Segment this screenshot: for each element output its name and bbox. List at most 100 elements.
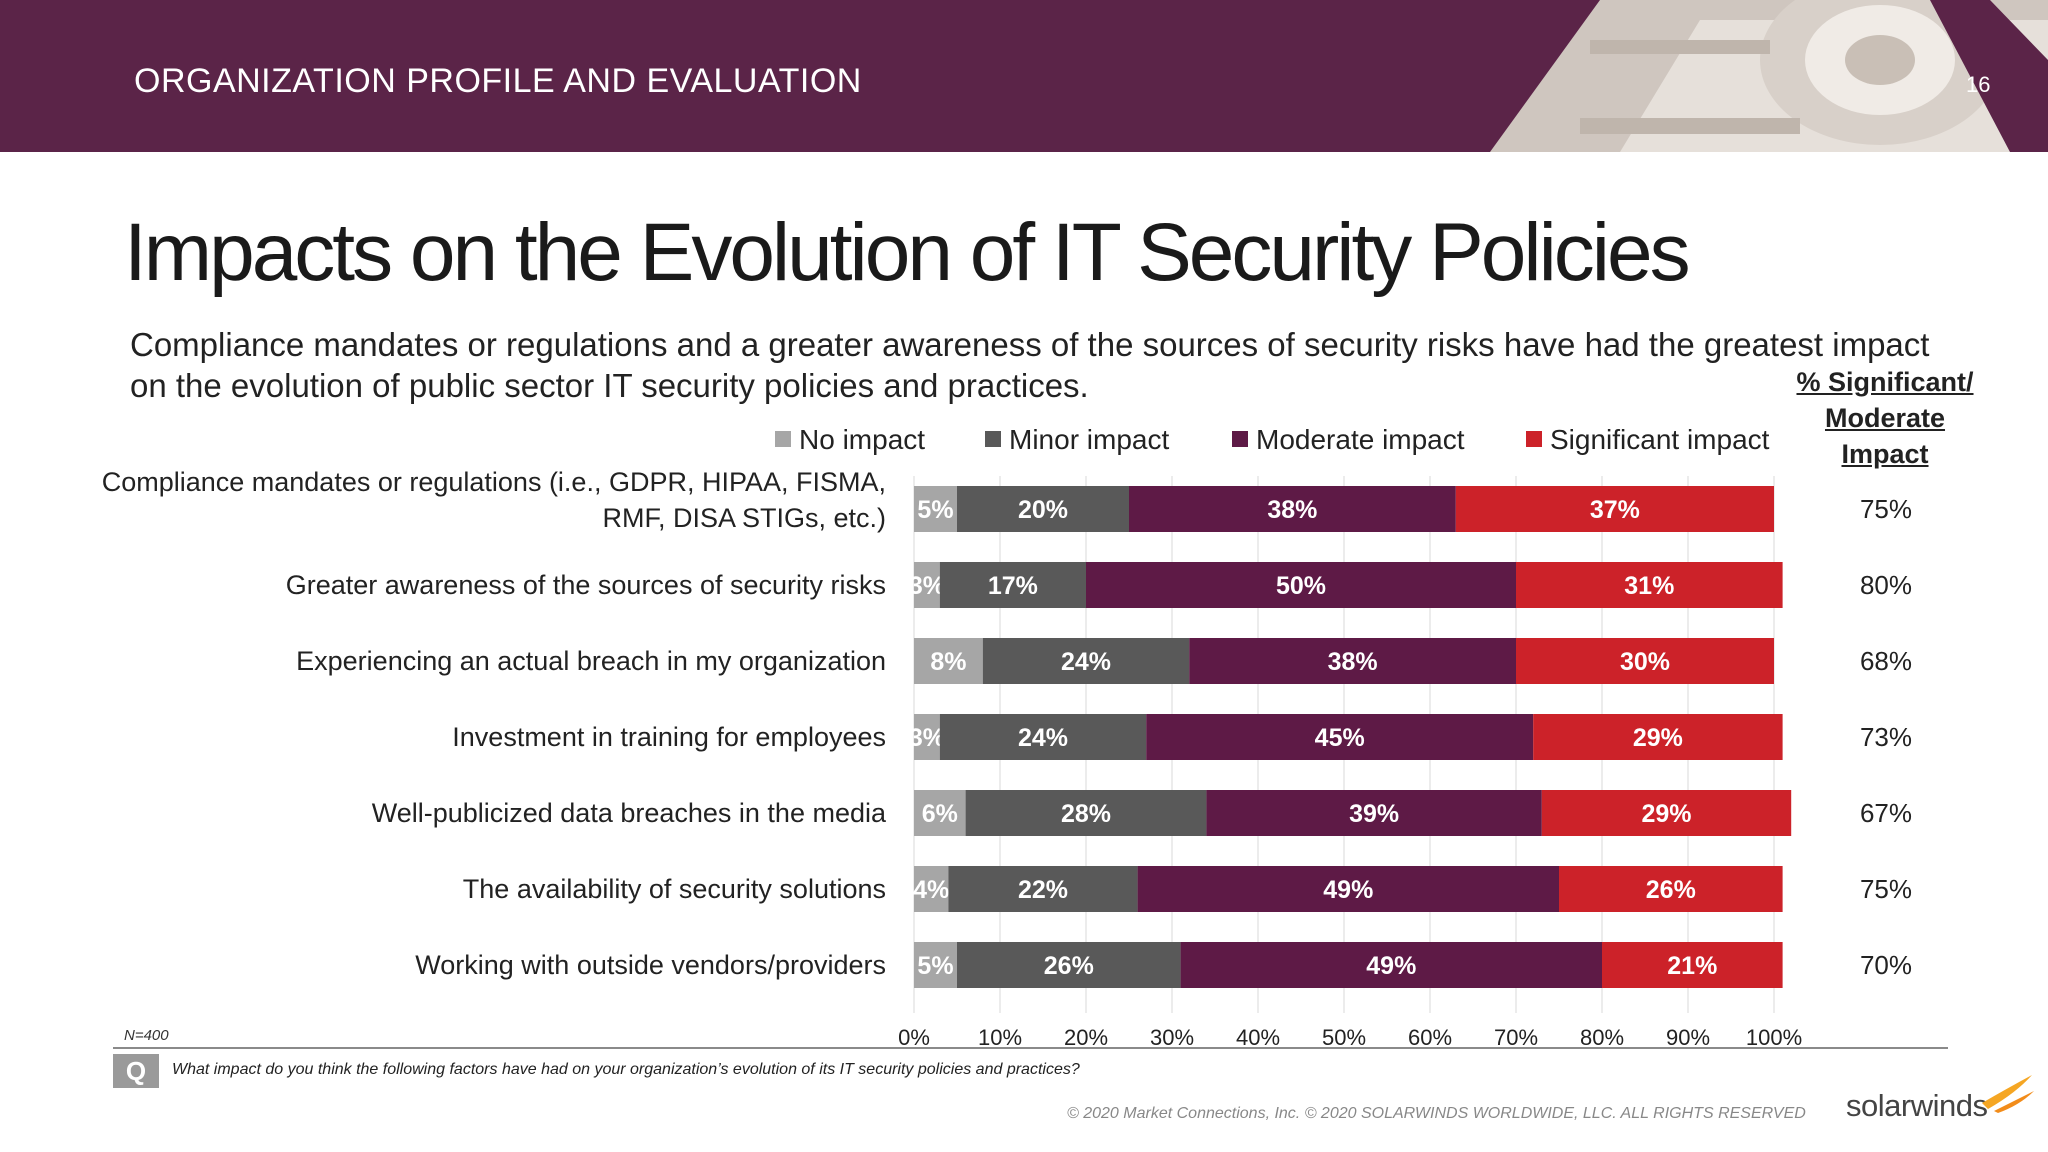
subtitle: Compliance mandates or regulations and a…: [130, 326, 1930, 404]
significant-moderate-value: 75%: [1860, 494, 1912, 524]
footer-divider: [113, 1047, 1948, 1049]
bar-value-label: 20%: [1018, 496, 1068, 524]
bar-value-label: 26%: [1044, 952, 1094, 980]
bar-segment: [914, 638, 983, 684]
bar-segment: [1086, 562, 1516, 608]
solarwinds-logo: solarwinds: [1846, 1088, 1988, 1123]
solarwinds-logo-icon: [1982, 1075, 2034, 1113]
legend-label: Moderate impact: [1256, 424, 1465, 455]
bar-value-label: 21%: [1667, 952, 1717, 980]
bar-value-label: 31%: [1624, 572, 1674, 600]
bar-value-label: 3%: [909, 572, 945, 600]
bar-segment: [1455, 486, 1774, 532]
x-tick-label: 70%: [1494, 1025, 1538, 1050]
x-tick-label: 0%: [898, 1025, 930, 1050]
bar-value-label: 29%: [1641, 800, 1691, 828]
bar-segment: [914, 486, 957, 532]
x-tick-label: 10%: [978, 1025, 1022, 1050]
legend-item-minor-impact: Minor impact: [985, 424, 1169, 456]
legend-item-significant-impact: Significant impact: [1526, 424, 1769, 456]
bar-value-label: 24%: [1018, 724, 1068, 752]
question-icon: Q: [113, 1054, 159, 1088]
category-label: Well-publicized data breaches in the med…: [372, 798, 887, 828]
bar-segment: [965, 790, 1207, 836]
category-label-line: RMF, DISA STIGs, etc.): [602, 503, 886, 533]
section-title: ORGANIZATION PROFILE AND EVALUATION: [134, 62, 862, 100]
bar-segment: [1533, 714, 1783, 760]
header-line: % Significant/: [1796, 367, 1974, 397]
category-label-line: Compliance mandates or regulations (i.e.…: [102, 467, 886, 497]
x-tick-label: 100%: [1746, 1025, 1802, 1050]
survey-question: What impact do you think the following f…: [172, 1061, 1080, 1078]
bar-value-label: 29%: [1633, 724, 1683, 752]
category-label: Greater awareness of the sources of secu…: [286, 570, 886, 600]
x-tick-label: 20%: [1064, 1025, 1108, 1050]
bar-segment: [1137, 866, 1559, 912]
x-tick-label: 60%: [1408, 1025, 1452, 1050]
bar-segment: [1516, 638, 1774, 684]
column-capital-image: [1490, 0, 2048, 152]
sample-size-note: N=400: [124, 1027, 169, 1044]
x-tick-label: 80%: [1580, 1025, 1624, 1050]
significant-moderate-value: 80%: [1860, 570, 1912, 600]
bar-value-label: 3%: [909, 724, 945, 752]
header-bar: ORGANIZATION PROFILE AND EVALUATION 16: [0, 0, 2048, 152]
bar-segment: [1146, 714, 1534, 760]
x-tick-label: 40%: [1236, 1025, 1280, 1050]
bar-value-label: 30%: [1620, 648, 1670, 676]
bar-segment: [1541, 790, 1792, 836]
page-number: 16: [1966, 72, 1991, 97]
category-label: Working with outside vendors/providers: [415, 950, 886, 980]
legend-label: No impact: [799, 424, 926, 455]
legend-label: Minor impact: [1009, 424, 1170, 455]
bar-value-label: 49%: [1323, 876, 1373, 904]
significant-moderate-header: % Significant/ Moderate Impact: [1775, 364, 1995, 472]
bar-value-label: 39%: [1349, 800, 1399, 828]
bar-value-label: 5%: [917, 952, 953, 980]
category-label: Experiencing an actual breach in my orga…: [296, 646, 886, 676]
significant-moderate-value: 67%: [1860, 798, 1912, 828]
bar-segment: [982, 638, 1190, 684]
bar-value-label: 6%: [922, 800, 958, 828]
header-line: Impact: [1841, 439, 1929, 469]
significant-moderate-value: 68%: [1860, 646, 1912, 676]
bar-segment: [1189, 638, 1516, 684]
significant-moderate-value: 75%: [1860, 874, 1912, 904]
bar-segment: [1602, 942, 1783, 988]
x-tick-label: 90%: [1666, 1025, 1710, 1050]
header-line: Moderate: [1824, 403, 1946, 433]
legend-item-no-impact: No impact: [775, 424, 925, 456]
bar-value-label: 28%: [1061, 800, 1111, 828]
legend-swatch: [775, 430, 791, 447]
bar-value-label: 45%: [1315, 724, 1365, 752]
bar-segment: [1129, 486, 1456, 532]
bar-value-label: 38%: [1267, 496, 1317, 524]
bar-segment: [914, 790, 966, 836]
bar-value-label: 38%: [1328, 648, 1378, 676]
bar-segment: [957, 942, 1181, 988]
page-title: Impacts on the Evolution of IT Security …: [124, 207, 1691, 298]
significant-moderate-value: 70%: [1860, 950, 1912, 980]
category-label: The availability of security solutions: [463, 874, 886, 904]
bar-segment: [914, 866, 949, 912]
bar-value-label: 26%: [1646, 876, 1696, 904]
bar-segment: [957, 486, 1129, 532]
legend-swatch: [985, 430, 1001, 447]
copyright: © 2020 Market Connections, Inc. © 2020 S…: [1067, 1105, 1806, 1122]
legend-label: Significant impact: [1550, 424, 1770, 455]
legend-item-moderate-impact: Moderate impact: [1232, 424, 1465, 456]
bar-value-label: 24%: [1061, 648, 1111, 676]
x-tick-label: 30%: [1150, 1025, 1194, 1050]
bar-value-label: 37%: [1590, 496, 1640, 524]
bar-segment: [948, 866, 1138, 912]
category-label: Compliance mandates or regulations (i.e.…: [102, 467, 886, 533]
bar-value-label: 22%: [1018, 876, 1068, 904]
bar-value-label: 4%: [913, 876, 949, 904]
bar-segment: [939, 562, 1086, 608]
legend-swatch: [1526, 430, 1542, 447]
x-tick-label: 50%: [1322, 1025, 1366, 1050]
bar-segment: [914, 562, 940, 608]
significant-moderate-value: 73%: [1860, 722, 1912, 752]
bar-segment: [1180, 942, 1602, 988]
